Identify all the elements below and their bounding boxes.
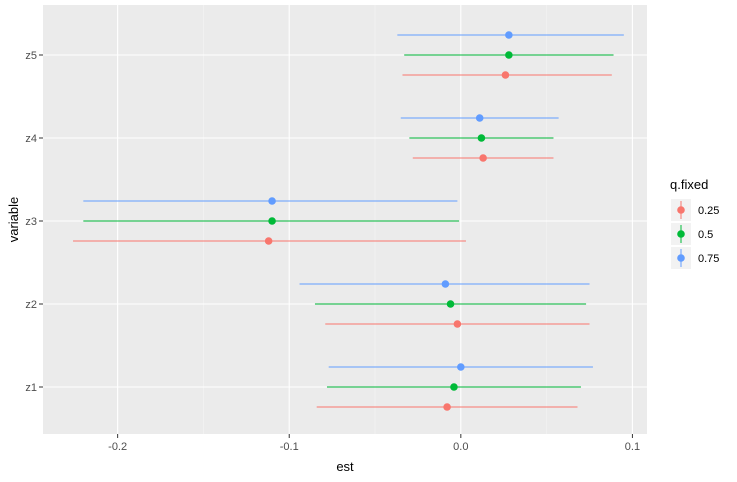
estimate-point bbox=[477, 134, 486, 142]
x-axis: -0.2 -0.1 0.0 0.1 bbox=[108, 434, 640, 453]
x-tick-label: -0.1 bbox=[280, 441, 299, 453]
legend-label: 0.25 bbox=[698, 205, 719, 217]
estimate-point bbox=[443, 403, 451, 411]
estimate-point bbox=[446, 300, 455, 308]
estimate-point bbox=[450, 383, 458, 391]
legend-key-point bbox=[677, 206, 685, 214]
y-tick-label: z3 bbox=[25, 216, 37, 228]
estimate-point bbox=[441, 280, 450, 288]
legend-key-point bbox=[677, 230, 685, 238]
legend-label: 0.5 bbox=[698, 229, 713, 241]
y-tick-label: z2 bbox=[25, 299, 37, 311]
x-axis-title: est bbox=[336, 459, 354, 474]
estimate-point bbox=[479, 154, 487, 162]
x-tick-label: 0.1 bbox=[625, 441, 640, 453]
estimate-point bbox=[501, 71, 510, 79]
y-axis-title: variable bbox=[6, 197, 21, 243]
legend: q.fixed 0.25 0.5 0.75 bbox=[670, 177, 719, 269]
estimate-point bbox=[475, 114, 484, 122]
y-tick-label: z5 bbox=[25, 50, 37, 62]
y-axis: z1 z2 z3 z4 z5 bbox=[25, 50, 43, 394]
legend-label: 0.75 bbox=[698, 253, 719, 265]
estimate-point bbox=[505, 51, 513, 59]
estimate-point bbox=[453, 320, 462, 328]
y-tick-label: z1 bbox=[25, 382, 37, 394]
grid-minor bbox=[203, 5, 547, 434]
estimate-point bbox=[457, 363, 465, 371]
estimate-point bbox=[268, 217, 276, 225]
y-tick-label: z4 bbox=[25, 133, 37, 145]
legend-title: q.fixed bbox=[670, 177, 708, 192]
x-tick-label: 0.0 bbox=[453, 441, 468, 453]
x-tick-label: -0.2 bbox=[108, 441, 127, 453]
series-layer bbox=[73, 31, 624, 411]
estimate-point bbox=[505, 31, 513, 39]
estimate-point bbox=[268, 197, 276, 205]
plot-panel bbox=[43, 5, 647, 434]
estimate-point bbox=[264, 237, 273, 245]
legend-key-point bbox=[677, 254, 685, 262]
